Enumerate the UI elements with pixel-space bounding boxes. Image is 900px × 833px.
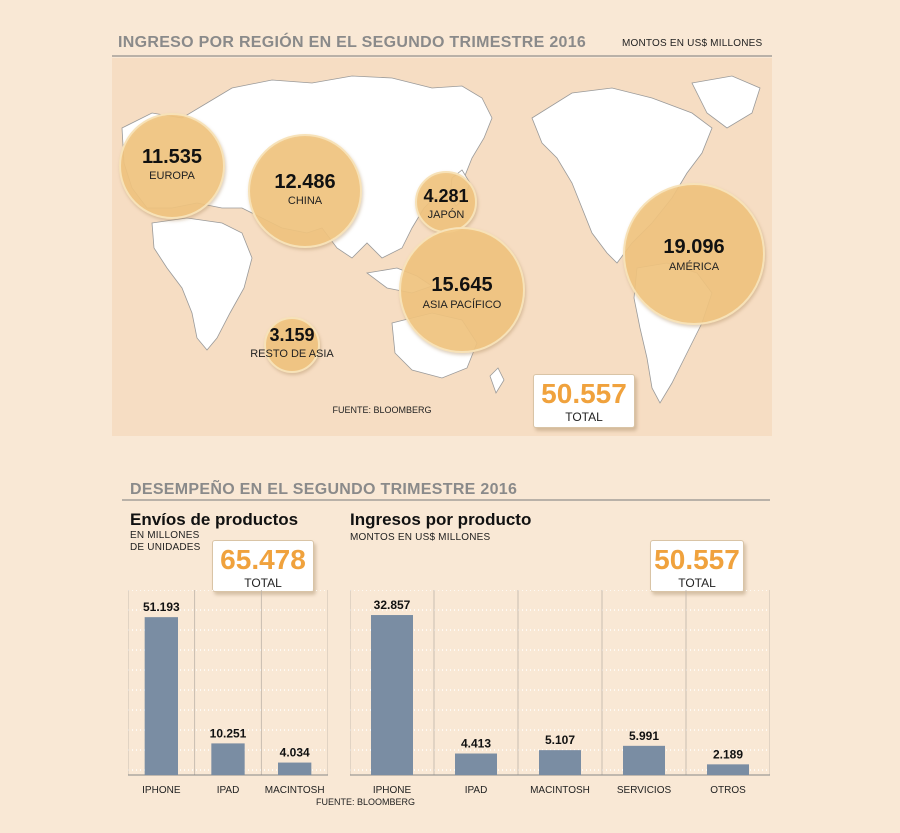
china-value: 12.486 bbox=[274, 171, 335, 193]
bubble-labels: 11.535 EUROPA 12.486 CHINA 4.281 JAPÓN 1… bbox=[142, 146, 725, 415]
revenue-total-box: 50.557 TOTAL bbox=[650, 540, 744, 592]
shipments-value-label: 51.193 bbox=[143, 600, 180, 614]
revenue-bar-iphone bbox=[371, 615, 413, 775]
shipments-category-label: MACINTOSH bbox=[265, 785, 325, 796]
revenue-category-label: IPAD bbox=[465, 785, 488, 796]
revenue-bar-servicios bbox=[623, 745, 665, 775]
revenue-category-label: SERVICIOS bbox=[617, 785, 672, 796]
bubble-resto-asia bbox=[264, 317, 320, 373]
shipments-category-label: IPHONE bbox=[142, 785, 181, 796]
revenue-value-label: 5.107 bbox=[545, 733, 575, 747]
shipments-total-label: TOTAL bbox=[244, 576, 282, 590]
bubble-europa bbox=[119, 113, 225, 219]
shipments-bar-ipad bbox=[211, 743, 245, 775]
revenue-value-label: 4.413 bbox=[461, 737, 491, 751]
shipments-total-box: 65.478 TOTAL bbox=[212, 540, 314, 592]
revenue-value-label: 32.857 bbox=[374, 598, 411, 612]
china-label: CHINA bbox=[288, 195, 323, 207]
america-value: 19.096 bbox=[663, 236, 724, 258]
greenland-landmass bbox=[691, 75, 761, 129]
world-map: 11.535 EUROPA 12.486 CHINA 4.281 JAPÓN 1… bbox=[112, 58, 772, 436]
performance-title-rule bbox=[122, 499, 770, 501]
bubble-group bbox=[119, 113, 765, 373]
africa-landmass bbox=[151, 217, 253, 351]
world-map-svg: 11.535 EUROPA 12.486 CHINA 4.281 JAPÓN 1… bbox=[112, 58, 772, 436]
resto-asia-label: RESTO DE ASIA bbox=[250, 348, 334, 360]
revenue-category-label: IPHONE bbox=[373, 785, 412, 796]
asia-pacifico-label: ASIA PACÍFICO bbox=[423, 298, 502, 311]
shipments-units-1: EN MILLONES bbox=[130, 530, 200, 541]
revenue-bar-chart: 32.857 4.413 5.107 5.991 2.189 IPHONE IPAD MACI… bbox=[350, 590, 770, 796]
performance-source: FUENTE: BLOOMBERG bbox=[316, 797, 416, 807]
shipments-bar-macintosh bbox=[278, 762, 312, 775]
revenue-category-label: MACINTOSH bbox=[530, 785, 590, 796]
asia-pacifico-value: 15.645 bbox=[431, 274, 492, 296]
map-units-note: MONTOS EN US$ MILLONES bbox=[622, 38, 763, 49]
bubble-china bbox=[248, 134, 362, 248]
shipments-value-label: 10.251 bbox=[210, 726, 247, 740]
revenue-units: MONTOS EN US$ MILLONES bbox=[350, 532, 491, 543]
bubble-america bbox=[623, 183, 765, 325]
shipments-total-value: 65.478 bbox=[220, 544, 306, 575]
map-total-box: 50.557 TOTAL bbox=[533, 374, 635, 428]
shipments-bar-iphone bbox=[144, 617, 178, 775]
revenue-total-value: 50.557 bbox=[654, 544, 740, 575]
map-section-title: INGRESO POR REGIÓN EN EL SEGUNDO TRIMEST… bbox=[118, 34, 587, 51]
revenue-bar-macintosh bbox=[539, 750, 581, 775]
america-label: AMÉRICA bbox=[669, 260, 720, 273]
map-source: FUENTE: BLOOMBERG bbox=[332, 405, 431, 415]
revenue-total-label: TOTAL bbox=[678, 576, 716, 590]
map-total-value: 50.557 bbox=[541, 378, 627, 409]
bubble-asia-pacifico bbox=[399, 227, 525, 353]
new-zealand-landmass bbox=[489, 367, 505, 394]
revenue-value-label: 2.189 bbox=[713, 747, 743, 761]
shipments-value-label: 4.034 bbox=[280, 746, 310, 760]
resto-asia-value: 3.159 bbox=[269, 325, 314, 345]
shipments-category-label: IPAD bbox=[217, 785, 240, 796]
europa-label: EUROPA bbox=[149, 170, 195, 182]
revenue-title: Ingresos por producto bbox=[350, 510, 532, 529]
shipments-title: Envíos de productos bbox=[130, 510, 299, 529]
map-total-label: TOTAL bbox=[565, 410, 603, 424]
performance-title: DESEMPEÑO EN EL SEGUNDO TRIMESTRE 2016 bbox=[130, 481, 518, 498]
shipments-bar-chart: 51.193 10.251 4.034 IPHONE IPAD MACINTOSH bbox=[128, 590, 328, 796]
revenue-category-label: OTROS bbox=[710, 785, 746, 796]
revenue-value-label: 5.991 bbox=[629, 729, 659, 743]
japon-label: JAPÓN bbox=[428, 208, 465, 221]
europa-value: 11.535 bbox=[142, 146, 202, 168]
shipments-units-2: DE UNIDADES bbox=[130, 542, 201, 553]
revenue-bar-otros bbox=[707, 764, 749, 775]
revenue-bar-ipad bbox=[455, 753, 497, 775]
map-title-rule bbox=[112, 55, 772, 57]
japon-value: 4.281 bbox=[423, 186, 468, 206]
